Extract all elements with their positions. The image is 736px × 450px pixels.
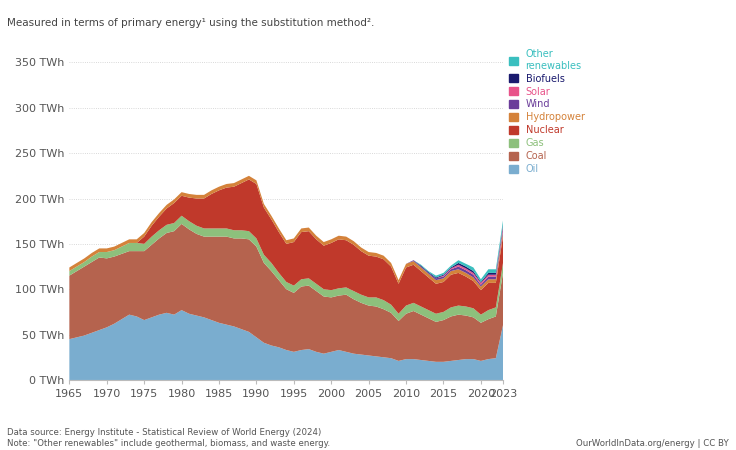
Text: OurWorldInData.org/energy | CC BY: OurWorldInData.org/energy | CC BY [576,439,729,448]
Legend: Other
renewables, Biofuels, Solar, Wind, Hydropower, Nuclear, Gas, Coal, Oil: Other renewables, Biofuels, Solar, Wind,… [509,49,584,174]
Text: Measured in terms of primary energy¹ using the substitution method².: Measured in terms of primary energy¹ usi… [7,18,375,28]
Text: Data source: Energy Institute - Statistical Review of World Energy (2024)
Note: : Data source: Energy Institute - Statisti… [7,428,330,448]
